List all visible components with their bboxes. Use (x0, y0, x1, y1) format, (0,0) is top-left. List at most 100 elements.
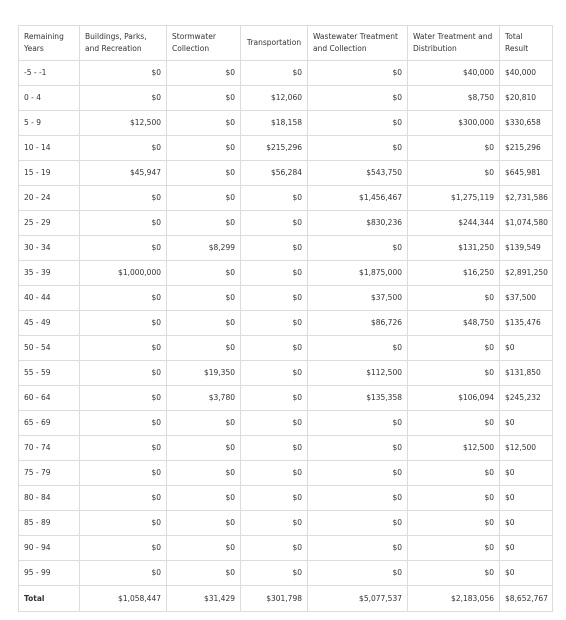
row-value-cell: $0 (166, 510, 241, 536)
header-buildings-parks-recreation: Buildings, Parks, and Recreation (79, 25, 167, 61)
row-value-cell: $0 (307, 335, 408, 361)
header-transportation: Transportation (240, 25, 308, 61)
row-years-cell: 5 - 9 (18, 110, 80, 136)
table-row: 65 - 69 $0 $0 $0 $0 $0 $0 (18, 410, 553, 436)
row-total-cell: $245,232 (499, 385, 553, 411)
row-value-cell: $0 (166, 85, 241, 111)
row-total-cell: $131,850 (499, 360, 553, 386)
row-value-cell: $8,299 (166, 235, 241, 261)
row-value-cell: $0 (240, 410, 308, 436)
row-value-cell: $0 (240, 285, 308, 311)
row-value-cell: $31,429 (166, 585, 241, 612)
table-row: 85 - 89 $0 $0 $0 $0 $0 $0 (18, 510, 553, 536)
row-value-cell: $0 (79, 560, 167, 586)
table-row: 60 - 64 $0 $3,780 $0 $135,358 $106,094 $245,23… (18, 385, 553, 411)
row-value-cell: $0 (166, 185, 241, 211)
row-years-cell: 75 - 79 (18, 460, 80, 486)
row-value-cell: $0 (79, 385, 167, 411)
table-row: 80 - 84 $0 $0 $0 $0 $0 $0 (18, 485, 553, 511)
table-row: 50 - 54 $0 $0 $0 $0 $0 $0 (18, 335, 553, 361)
table-row: 20 - 24 $0 $0 $0 $1,456,467 $1,275,119 $2,731,… (18, 185, 553, 211)
table-row: 90 - 94 $0 $0 $0 $0 $0 $0 (18, 535, 553, 561)
row-value-cell: $18,158 (240, 110, 308, 136)
row-value-cell: $0 (240, 560, 308, 586)
row-total-cell: $645,981 (499, 160, 553, 186)
row-value-cell: $0 (307, 60, 408, 86)
row-value-cell: $3,780 (166, 385, 241, 411)
row-value-cell: $244,344 (407, 210, 500, 236)
row-value-cell: $0 (166, 110, 241, 136)
table-row: 45 - 49 $0 $0 $0 $86,726 $48,750 $135,476 (18, 310, 553, 336)
row-value-cell: $8,750 (407, 85, 500, 111)
results-table-container: Remaining Years Buildings, Parks, and Re… (18, 25, 553, 612)
table-row: -5 - -1 $0 $0 $0 $0 $40,000 $40,000 (18, 60, 553, 86)
table-row: 5 - 9 $12,500 $0 $18,158 $0 $300,000 $330,658 (18, 110, 553, 136)
row-years-cell: 70 - 74 (18, 435, 80, 461)
row-value-cell: $0 (307, 560, 408, 586)
row-value-cell: $0 (240, 210, 308, 236)
row-value-cell: $0 (240, 185, 308, 211)
table-row: 75 - 79 $0 $0 $0 $0 $0 $0 (18, 460, 553, 486)
row-value-cell: $106,094 (407, 385, 500, 411)
table-row: 70 - 74 $0 $0 $0 $0 $12,500 $12,500 (18, 435, 553, 461)
results-table: Remaining Years Buildings, Parks, and Re… (18, 25, 553, 612)
row-value-cell: $0 (240, 360, 308, 386)
row-value-cell: $86,726 (307, 310, 408, 336)
row-total-cell: $0 (499, 535, 553, 561)
row-years-cell: 85 - 89 (18, 510, 80, 536)
row-value-cell: $0 (79, 135, 167, 161)
row-total-cell: $20,810 (499, 85, 553, 111)
row-value-cell: $0 (307, 110, 408, 136)
row-value-cell: $48,750 (407, 310, 500, 336)
row-value-cell: $112,500 (307, 360, 408, 386)
row-value-cell: $1,000,000 (79, 260, 167, 286)
row-value-cell: $135,358 (307, 385, 408, 411)
row-value-cell: $0 (166, 285, 241, 311)
row-value-cell: $0 (240, 335, 308, 361)
row-value-cell: $40,000 (407, 60, 500, 86)
row-value-cell: $0 (307, 510, 408, 536)
row-value-cell: $0 (166, 310, 241, 336)
row-years-cell: 20 - 24 (18, 185, 80, 211)
table-row: 25 - 29 $0 $0 $0 $830,236 $244,344 $1,074,580 (18, 210, 553, 236)
row-value-cell: $215,296 (240, 135, 308, 161)
table-row: 30 - 34 $0 $8,299 $0 $0 $131,250 $139,549 (18, 235, 553, 261)
row-total-cell: $8,652,767 (499, 585, 553, 612)
row-total-cell: $135,476 (499, 310, 553, 336)
row-value-cell: $0 (79, 460, 167, 486)
header-water-treatment: Water Treatment and Distribution (407, 25, 500, 61)
header-stormwater-collection: Stormwater Collection (166, 25, 241, 61)
row-value-cell: $0 (240, 435, 308, 461)
table-body: -5 - -1 $0 $0 $0 $0 $40,000 $40,000 0 - 4 $0 $0 $1… (18, 60, 553, 612)
row-value-cell: $0 (240, 535, 308, 561)
row-value-cell: $0 (79, 60, 167, 86)
row-value-cell: $0 (166, 335, 241, 361)
row-value-cell: $0 (407, 160, 500, 186)
row-value-cell: $0 (307, 460, 408, 486)
row-total-cell: $0 (499, 460, 553, 486)
row-value-cell: $0 (307, 535, 408, 561)
row-value-cell: $0 (240, 460, 308, 486)
row-years-cell: 45 - 49 (18, 310, 80, 336)
row-total-cell: $330,658 (499, 110, 553, 136)
table-row: 40 - 44 $0 $0 $0 $37,500 $0 $37,500 (18, 285, 553, 311)
header-row: Remaining Years Buildings, Parks, and Re… (18, 25, 553, 61)
row-years-cell: 30 - 34 (18, 235, 80, 261)
row-value-cell: $0 (166, 260, 241, 286)
row-total-cell: $40,000 (499, 60, 553, 86)
row-value-cell: $0 (79, 310, 167, 336)
row-value-cell: $0 (79, 85, 167, 111)
row-total-cell: $139,549 (499, 235, 553, 261)
row-value-cell: $300,000 (407, 110, 500, 136)
row-value-cell: $0 (407, 335, 500, 361)
row-value-cell: $0 (407, 410, 500, 436)
row-value-cell: $37,500 (307, 285, 408, 311)
row-value-cell: $0 (166, 410, 241, 436)
row-total-cell: $0 (499, 335, 553, 361)
row-value-cell: $12,500 (79, 110, 167, 136)
row-years-cell: 15 - 19 (18, 160, 80, 186)
row-value-cell: $0 (166, 60, 241, 86)
row-value-cell: $0 (307, 485, 408, 511)
row-value-cell: $0 (166, 210, 241, 236)
table-row: 95 - 99 $0 $0 $0 $0 $0 $0 (18, 560, 553, 586)
